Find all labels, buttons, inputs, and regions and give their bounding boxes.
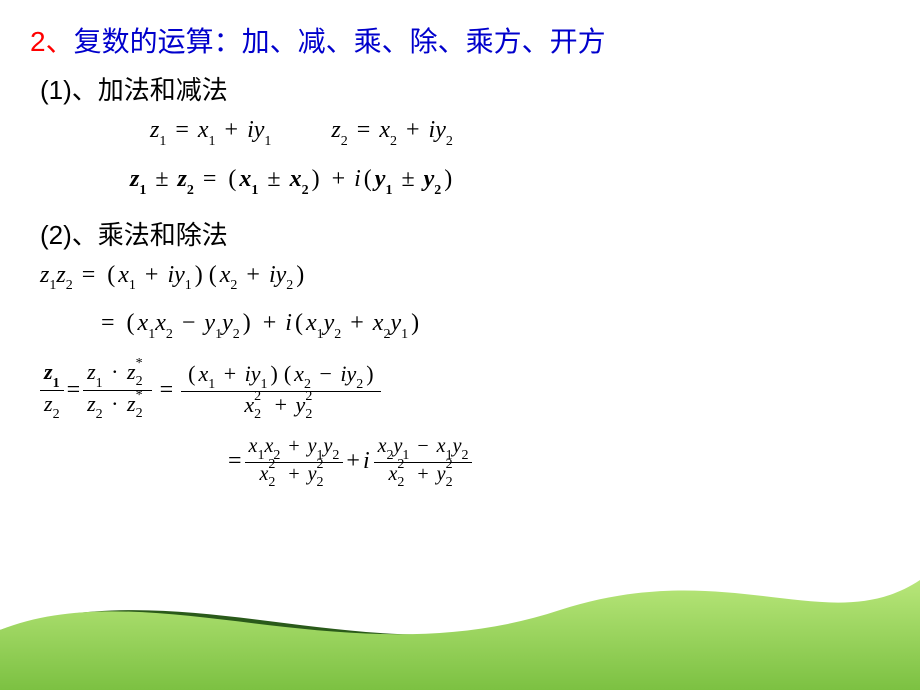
wave-light-bg: [0, 520, 920, 690]
subheading-2: (2)、乘法和除法: [40, 215, 890, 252]
subheading-1-num: (1)、: [40, 75, 98, 105]
subheading-1-text: 加法和减法: [98, 76, 228, 105]
subheading-1: (1)、加法和减法: [40, 70, 890, 107]
frac-conj: z1 · z*2 z2 · z*2: [83, 359, 151, 421]
eq-div-line2: = x1x2 + y1y2 x22 + y22 + i x2y1 − x1y2 …: [225, 435, 890, 487]
eq-div-line1: z1 z2 = z1 · z*2 z2 · z*2 = (x1 + iy1)(x…: [40, 359, 890, 421]
frac-real: x1x2 + y1y2 x22 + y22: [245, 435, 344, 487]
subheading-2-text: 乘法和除法: [98, 221, 228, 250]
slide-title: 2、复数的运算：加、减、乘、除、乘方、开方: [30, 20, 890, 60]
eq-mult-line2: = (x1x2 − y1y2) + i(x1y2 + x2y1): [98, 310, 890, 341]
subheading-2-num: (2)、: [40, 220, 98, 250]
eq-add-sub: z1 ± z2 = (x1 ± x2) + i(y1 ± y2): [130, 166, 890, 197]
frac-z1-z2: z1 z2: [40, 359, 64, 421]
eq-z1-z2-def: z1 = x1 + iy1 z2 = x2 + iy2: [150, 117, 890, 148]
slide-content: 2、复数的运算：加、减、乘、除、乘方、开方 (1)、加法和减法 z1 = x1 …: [0, 0, 920, 515]
frac-expand: (x1 + iy1)(x2 − iy2) x22 + y22: [181, 361, 380, 419]
eq-mult-line1: z1z2 = (x1 + iy1)(x2 + iy2): [40, 262, 890, 293]
title-text: 复数的运算：加、减、乘、除、乘方、开方: [74, 27, 606, 58]
title-number: 2、: [30, 26, 74, 57]
frac-imag: x2y1 − x1y2 x22 + y22: [374, 435, 473, 487]
